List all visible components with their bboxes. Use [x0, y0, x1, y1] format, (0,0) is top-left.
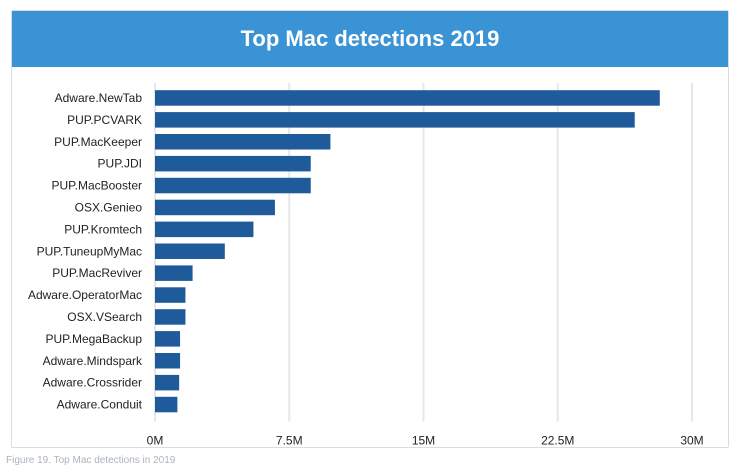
x-tick-label: 0M — [147, 434, 164, 448]
bar — [155, 374, 180, 391]
category-label: Adware.OperatorMac — [28, 288, 142, 302]
bar — [155, 396, 178, 413]
figure-caption: Figure 19. Top Mac detections in 2019 — [6, 455, 176, 466]
category-label: PUP.Kromtech — [64, 222, 142, 236]
bar — [155, 287, 186, 303]
bar — [155, 90, 660, 106]
category-label: PUP.PCVARK — [67, 113, 142, 127]
category-label: OSX.VSearch — [67, 310, 142, 324]
x-tick-label: 7.5M — [276, 434, 303, 448]
bar — [155, 353, 181, 369]
x-tick-label: 22.5M — [541, 434, 574, 448]
bar-chart: 0M 7.5M 15M 22.5M 30M Adware.NewTab PUP.PCVARK… — [28, 83, 704, 448]
bar — [155, 243, 225, 259]
bar — [155, 265, 193, 281]
category-label: PUP.MegaBackup — [45, 332, 142, 346]
category-label: PUP.MacKeeper — [54, 135, 142, 149]
x-tick-label: 30M — [680, 434, 703, 448]
category-label: Adware.Mindspark — [43, 354, 143, 368]
bar — [155, 155, 311, 172]
bar — [155, 309, 186, 325]
category-label: PUP.TuneupMyMac — [37, 244, 142, 258]
bar — [155, 221, 254, 238]
category-label: OSX.Genieo — [75, 200, 143, 214]
category-label: Adware.Conduit — [57, 398, 143, 412]
bar — [155, 134, 331, 150]
category-label: PUP.JDI — [98, 157, 142, 171]
bar — [155, 199, 275, 216]
category-label: Adware.Crossrider — [43, 376, 142, 390]
x-tick-label: 15M — [412, 434, 435, 448]
category-label: PUP.MacBooster — [52, 179, 143, 193]
bar — [155, 177, 311, 194]
chart-title: Top Mac detections 2019 — [240, 26, 500, 51]
chart-header: Top Mac detections 2019 — [12, 11, 728, 67]
category-label: Adware.NewTab — [55, 91, 143, 105]
category-label: PUP.MacReviver — [52, 266, 142, 280]
bar — [155, 331, 181, 347]
chart-panel: Top Mac detections 2019 0M 7.5M 15M 22.5M 30… — [11, 10, 729, 448]
bar — [155, 112, 635, 128]
